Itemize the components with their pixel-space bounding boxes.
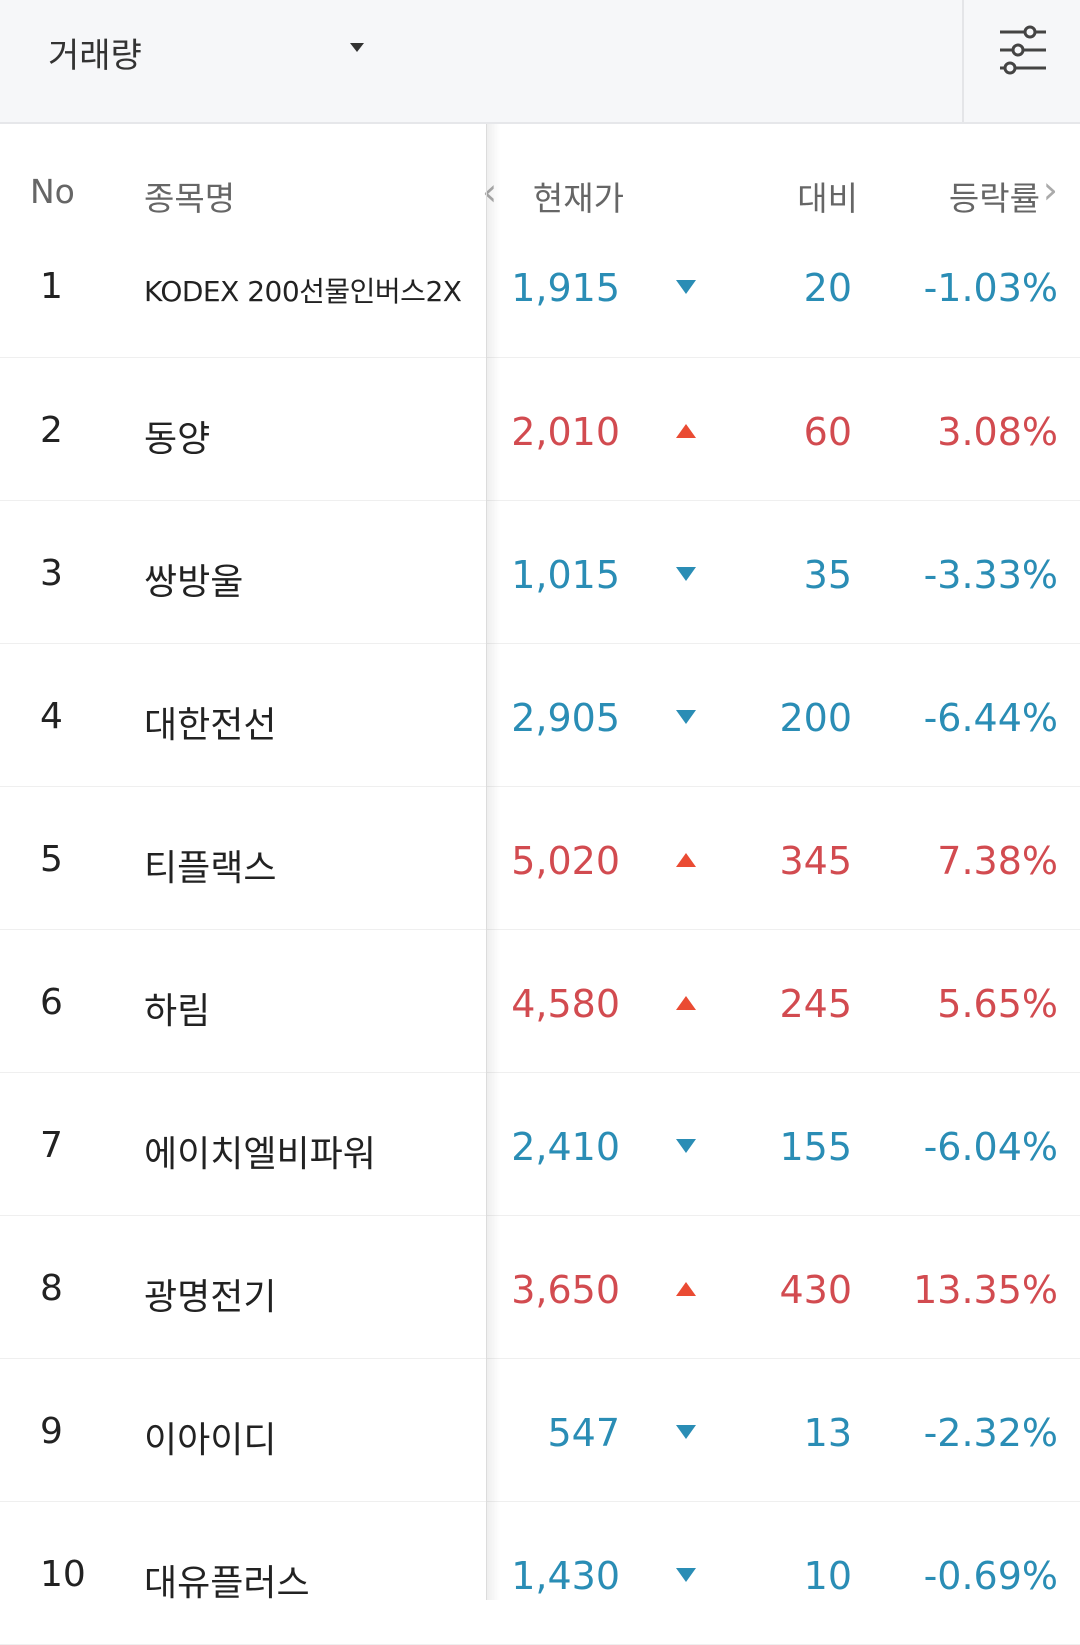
row-divider [0,1215,1080,1216]
stock-name: 쌍방울 [144,562,244,603]
change-rate: -1.03% [923,266,1058,310]
triangle-down-icon [676,567,696,581]
table-row[interactable]: 3 쌍방울 1,015 35 -3.33% [0,501,1080,644]
current-price: 2,010 [511,410,620,454]
price-change: 60 [803,410,852,454]
row-number: 2 [40,410,63,451]
table-row[interactable]: 5 티플랙스 5,020 345 7.38% [0,787,1080,930]
triangle-up-icon [676,853,696,867]
stock-name: 광명전기 [144,1277,277,1318]
price-change: 35 [803,553,852,597]
row-number: 4 [40,696,63,737]
top-toolbar: 거래량 [0,0,1080,124]
change-rate: -6.44% [923,696,1058,740]
row-number: 6 [40,982,63,1023]
current-price: 2,905 [511,696,620,740]
table-row[interactable]: 4 대한전선 2,905 200 -6.44% [0,644,1080,787]
current-price: 2,410 [511,1125,620,1169]
row-number: 9 [40,1411,63,1452]
current-price: 3,650 [511,1268,620,1312]
header-no: No [30,172,75,211]
change-rate: -0.69% [923,1554,1058,1598]
sliders-icon [1000,25,1046,75]
table-row[interactable]: 2 동양 2,010 60 3.08% [0,358,1080,501]
change-rate: 13.35% [913,1268,1058,1312]
price-change: 10 [803,1554,852,1598]
row-divider [0,643,1080,644]
triangle-up-icon [676,996,696,1010]
stock-name: 티플랙스 [144,848,277,889]
sort-dropdown-label: 거래량 [48,36,142,76]
row-number: 3 [40,553,63,594]
stock-name: KODEX 200선물인버스2X [144,275,462,308]
table-row[interactable]: 7 에이치엘비파워 2,410 155 -6.04% [0,1073,1080,1216]
change-rate: 7.38% [937,839,1058,883]
row-divider [0,1358,1080,1359]
stock-name: 이아이디 [144,1420,277,1461]
price-change: 430 [779,1268,852,1312]
price-change: 155 [779,1125,852,1169]
table-row[interactable]: 9 이아이디 547 13 -2.32% [0,1359,1080,1502]
current-price: 1,915 [511,266,620,310]
triangle-down-icon [676,280,696,294]
caret-down-icon [350,43,364,52]
current-price: 5,020 [511,839,620,883]
header-rate[interactable]: 등락률 [948,179,1040,218]
price-change: 13 [803,1411,852,1455]
sort-dropdown[interactable]: 거래량 [0,0,400,122]
change-rate: 3.08% [937,410,1058,454]
row-number: 1 [40,266,63,307]
change-rate: -2.32% [923,1411,1058,1455]
price-change: 345 [779,839,852,883]
triangle-down-icon [676,1139,696,1153]
row-divider [0,357,1080,358]
row-number: 5 [40,839,63,880]
frozen-column-divider [486,124,487,1600]
row-divider [0,1072,1080,1073]
current-price: 1,430 [511,1554,620,1598]
table-row[interactable]: 1 KODEX 200선물인버스2X 1,915 20 -1.03% [0,262,1080,358]
current-price: 1,015 [511,553,620,597]
row-divider [0,500,1080,501]
change-rate: -6.04% [923,1125,1058,1169]
triangle-down-icon [676,710,696,724]
triangle-down-icon [676,1425,696,1439]
price-change: 20 [803,266,852,310]
triangle-down-icon [676,1568,696,1582]
stock-name: 에이치엘비파워 [144,1134,376,1175]
filter-settings-button[interactable] [962,0,1080,122]
price-change: 245 [779,982,852,1026]
table-row[interactable]: 10 대유플러스 1,430 10 -0.69% [0,1502,1080,1645]
stock-name: 동양 [144,419,211,460]
stock-name: 하림 [144,991,211,1032]
header-diff[interactable]: 대비 [797,179,858,218]
stock-list: 1 KODEX 200선물인버스2X 1,915 20 -1.03% 2 동양 2,010 60… [0,262,1080,1645]
header-name[interactable]: 종목명 [144,179,236,218]
table-row[interactable]: 6 하림 4,580 245 5.65% [0,930,1080,1073]
stock-name: 대유플러스 [144,1563,310,1604]
row-number: 10 [40,1554,86,1595]
row-divider [0,929,1080,930]
chevron-left-icon[interactable]: ‹ [482,170,498,214]
change-rate: 5.65% [937,982,1058,1026]
row-number: 7 [40,1125,63,1166]
table-row[interactable]: 8 광명전기 3,650 430 13.35% [0,1216,1080,1359]
stock-name: 대한전선 [144,705,277,746]
change-rate: -3.33% [923,553,1058,597]
row-divider [0,1501,1080,1502]
current-price: 547 [547,1411,620,1455]
price-change: 200 [779,696,852,740]
triangle-up-icon [676,424,696,438]
table-header: No 종목명 ‹ 현재가 대비 등락률 › [0,124,1080,262]
header-price[interactable]: 현재가 [532,179,624,218]
current-price: 4,580 [511,982,620,1026]
triangle-up-icon [676,1282,696,1296]
row-number: 8 [40,1268,63,1309]
row-divider [0,786,1080,787]
chevron-right-icon[interactable]: › [1042,168,1058,212]
